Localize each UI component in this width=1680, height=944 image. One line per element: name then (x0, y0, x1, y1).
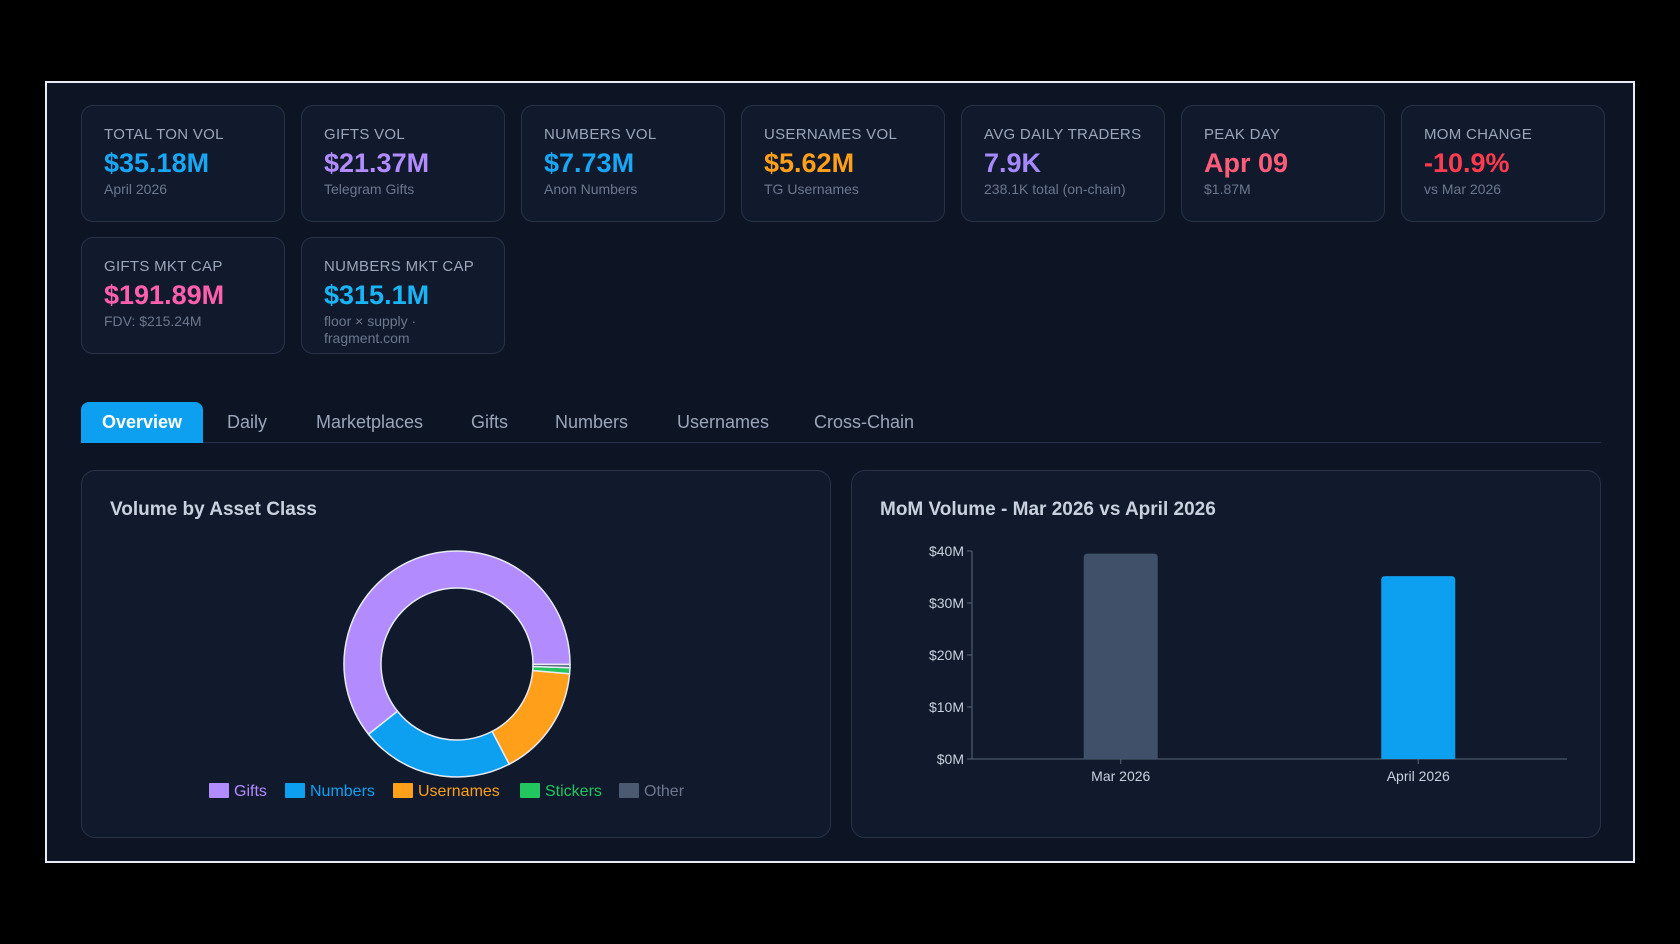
legend-item-other[interactable]: Other (619, 782, 684, 802)
y-tick-label: $20M (929, 647, 964, 663)
kpi-value: -10.9% (1424, 148, 1510, 178)
tab-marketplaces[interactable]: Marketplaces (316, 412, 424, 432)
kpi-card-gifts-vol: GIFTS VOL $21.37M Telegram Gifts (301, 105, 505, 222)
mom-volume-panel: MoM Volume - Mar 2026 vs April 2026 $0M $… (851, 470, 1601, 838)
legend-item-stickers[interactable]: Stickers (520, 782, 602, 802)
kpi-subtext: floor × supply · fragment.com (324, 313, 417, 346)
dashboard: TOTAL TON VOL $35.18M April 2026 GIFTS VOL $… (45, 81, 1635, 863)
legend-item-gifts[interactable]: Gifts (209, 782, 267, 802)
kpi-card-numbers-vol: NUMBERS VOL $7.73M Anon Numbers (521, 105, 725, 222)
kpi-label: TOTAL TON VOL (104, 126, 224, 143)
x-tick-label: April 2026 (1387, 768, 1450, 784)
kpi-value: $5.62M (764, 148, 855, 178)
kpi-label: GIFTS MKT CAP (104, 258, 223, 275)
kpi-subtext: Telegram Gifts (324, 181, 415, 197)
bar-mar-2026[interactable] (1083, 553, 1158, 759)
asset-class-panel: Volume by Asset Class Gifts Numbers Userna… (81, 470, 831, 838)
kpi-label: MOM CHANGE (1424, 126, 1532, 143)
legend-label: Usernames (418, 783, 500, 800)
kpi-card-mom-change: MOM CHANGE -10.9% vs Mar 2026 (1401, 105, 1605, 222)
kpi-value: $315.1M (324, 280, 430, 310)
y-tick-label: $10M (929, 699, 964, 715)
donut-slice-gifts[interactable] (343, 550, 571, 736)
kpi-value: Apr 09 (1204, 148, 1289, 178)
asset-class-title: Volume by Asset Class (110, 499, 317, 520)
kpi-subtext: Anon Numbers (544, 181, 638, 197)
donut-chart (343, 550, 571, 778)
y-tick-label: $0M (937, 751, 964, 767)
kpi-card-gifts-mkt-cap: GIFTS MKT CAP $191.89M FDV: $215.24M (81, 237, 285, 354)
donut-slice-usernames[interactable] (491, 669, 571, 766)
legend-swatch (619, 783, 639, 798)
kpi-card-total-ton-vol: TOTAL TON VOL $35.18M April 2026 (81, 105, 285, 222)
kpi-label: AVG DAILY TRADERS (984, 126, 1142, 143)
kpi-value: $21.37M (324, 148, 430, 178)
legend-swatch (285, 783, 305, 798)
x-tick-label: Mar 2026 (1091, 768, 1150, 784)
bar-april-2026[interactable] (1381, 576, 1456, 759)
kpi-card-peak-day: PEAK DAY Apr 09 $1.87M (1181, 105, 1385, 222)
mom-volume-title: MoM Volume - Mar 2026 vs April 2026 (880, 499, 1216, 520)
donut-slice-numbers[interactable] (367, 710, 511, 778)
donut-slice-other[interactable] (532, 663, 571, 669)
tab-overview[interactable]: Overview (81, 402, 204, 443)
tab-cross-chain[interactable]: Cross-Chain (814, 412, 915, 432)
kpi-subtext: vs Mar 2026 (1424, 181, 1502, 197)
kpi-subtext: $1.87M (1204, 181, 1251, 197)
kpi-subtext: TG Usernames (764, 181, 859, 197)
legend-item-usernames[interactable]: Usernames (393, 782, 500, 802)
kpi-subtext: April 2026 (104, 181, 168, 197)
kpi-value: $35.18M (104, 148, 210, 178)
kpi-label: NUMBERS VOL (544, 126, 657, 143)
kpi-label: USERNAMES VOL (764, 126, 898, 143)
legend-swatch (520, 783, 540, 798)
kpi-value: 7.9K (984, 148, 1042, 178)
tab-bar: Overview Daily Marketplaces Gifts Numbers Use… (81, 402, 1601, 443)
kpi-card-avg-daily-traders: AVG DAILY TRADERS 7.9K 238.1K total (on-ch… (961, 105, 1165, 222)
kpi-subtext: 238.1K total (on-chain) (984, 181, 1126, 197)
y-tick-label: $30M (929, 595, 964, 611)
tab-daily[interactable]: Daily (227, 412, 268, 432)
legend-label: Other (644, 783, 685, 800)
legend-label: Numbers (310, 783, 375, 800)
legend-item-numbers[interactable]: Numbers (285, 782, 375, 802)
kpi-subtext: FDV: $215.24M (104, 313, 202, 329)
tab-usernames[interactable]: Usernames (677, 412, 770, 432)
kpi-card-usernames-vol: USERNAMES VOL $5.62M TG Usernames (741, 105, 945, 222)
kpi-value: $191.89M (104, 280, 225, 310)
kpi-value: $7.73M (544, 148, 635, 178)
tab-gifts[interactable]: Gifts (471, 412, 509, 432)
legend-label: Gifts (234, 783, 267, 800)
kpi-card-numbers-mkt-cap: NUMBERS MKT CAP $315.1M floor × supply · f… (301, 237, 505, 354)
kpi-label: NUMBERS MKT CAP (324, 258, 475, 275)
bar-chart: $0M $10M $20M $30M $40M Mar 2026 April 2026 (929, 543, 1567, 784)
legend-swatch (393, 783, 413, 798)
legend-label: Stickers (545, 783, 602, 800)
y-tick-label: $40M (929, 543, 964, 559)
tab-numbers[interactable]: Numbers (555, 412, 629, 432)
legend-swatch (209, 783, 229, 798)
kpi-label: PEAK DAY (1204, 126, 1281, 143)
kpi-label: GIFTS VOL (324, 126, 406, 143)
